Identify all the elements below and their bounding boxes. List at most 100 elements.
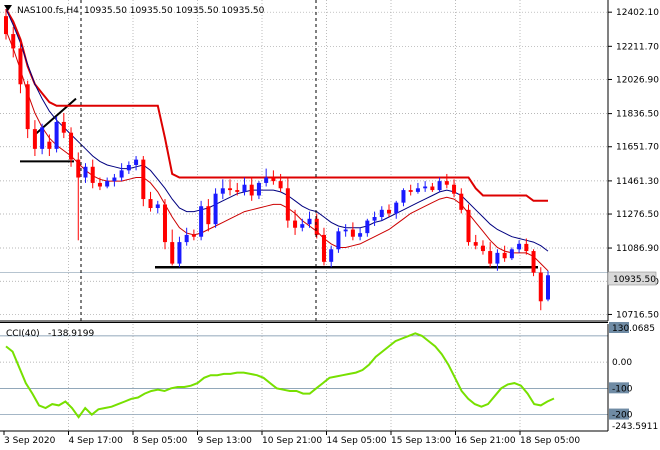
time-tick-label: 9 Sep 13:00 [198, 436, 253, 446]
time-tick-label: 10 Sep 21:00 [262, 436, 322, 446]
time-tick-label: 16 Sep 21:00 [456, 436, 516, 446]
bear-candle [11, 34, 16, 49]
bull-candle [112, 177, 117, 182]
bear-candle [466, 209, 471, 243]
bear-candle [502, 252, 507, 259]
bull-candle [307, 218, 312, 225]
bear-candle [321, 234, 326, 262]
cci-level-tag [609, 322, 629, 333]
bear-candle [430, 186, 435, 191]
bull-candle [401, 190, 406, 203]
bear-candle [524, 243, 529, 252]
ma-slow-line [5, 8, 549, 252]
cci-tick-label: -100 [612, 384, 633, 394]
bear-candle [285, 188, 290, 221]
bear-candle [228, 188, 233, 191]
bull-candle [242, 184, 247, 192]
bear-candle [162, 204, 167, 243]
bull-candle [220, 188, 225, 194]
cci-tick-label: 130.0685 [612, 324, 655, 334]
time-tick-label: 8 Sep 05:00 [133, 436, 188, 446]
cci-tick-label: -200 [612, 411, 633, 421]
bear-candle [47, 141, 52, 149]
cci-tick-label: -243.5911 [612, 422, 658, 432]
bull-candle [83, 166, 88, 178]
bull-candle [336, 231, 341, 250]
bull-candle [437, 181, 442, 191]
ohlc-label: 10935.50 10935.50 10935.50 10935.50 [84, 6, 265, 16]
price-tick-label: 11086.90 [616, 244, 659, 254]
bear-candle [538, 272, 543, 302]
cci-line [5, 332, 555, 419]
cci-level-tag [609, 408, 629, 420]
bear-candle [97, 182, 102, 187]
bull-candle [256, 182, 261, 196]
symbol-label: NAS100.fs,H4 [17, 6, 79, 16]
bear-candle [271, 177, 276, 182]
bear-candle [459, 193, 464, 210]
cci-panel[interactable] [0, 324, 608, 431]
bull-candle [394, 202, 399, 214]
bear-candle [473, 242, 478, 246]
candles [4, 8, 550, 311]
bear-candle [61, 121, 66, 133]
bull-candle [155, 204, 160, 209]
stop-line-path [5, 8, 548, 202]
bear-candle [452, 184, 457, 194]
bull-candle [134, 159, 139, 165]
bear-candle [206, 206, 211, 225]
bull-candle [365, 220, 370, 234]
bear-candle [314, 218, 319, 235]
cci-tick-label: 0.00 [612, 358, 632, 368]
bear-candle [488, 251, 493, 264]
bear-candle [141, 159, 146, 200]
collapse-triangle-icon[interactable] [4, 5, 12, 11]
bull-candle [126, 164, 131, 171]
price-tick-label: 11461.30 [616, 177, 659, 187]
current-price-tag: 10935.50 [607, 271, 657, 286]
bear-candle [191, 234, 196, 237]
cci-level-tag [609, 382, 629, 394]
bear-candle [25, 84, 30, 130]
bull-candle [199, 206, 204, 237]
bear-candle [69, 132, 74, 160]
bull-candle [358, 233, 363, 237]
cci-value: -138.9199 [48, 329, 94, 339]
bear-candle [90, 166, 95, 183]
bear-candle [148, 199, 153, 209]
bear-candle [249, 184, 254, 196]
cci-label: CCI(40) [6, 329, 40, 339]
bull-candle [184, 234, 189, 243]
bull-candle [423, 186, 428, 189]
support-lines [0, 97, 608, 273]
bear-candle [170, 242, 175, 264]
bear-candle [531, 251, 536, 273]
bull-candle [509, 249, 514, 259]
bear-candle [444, 181, 449, 185]
bull-candle [546, 275, 550, 300]
bear-candle [350, 229, 355, 237]
bull-candle [372, 216, 377, 221]
bull-candle [415, 188, 420, 192]
bear-candle [76, 159, 81, 178]
bull-candle [264, 177, 269, 183]
ma-fast-line [5, 30, 549, 272]
price-tick-label: 10716.50 [616, 310, 659, 320]
price-tick-label: 12211.70 [616, 42, 659, 52]
bull-candle [119, 170, 124, 178]
bull-candle [105, 181, 110, 187]
price-tick-label: 11276.50 [616, 210, 659, 220]
moving-average-lines [5, 8, 549, 272]
price-tick-label: 11836.50 [616, 110, 659, 120]
time-tick-label: 4 Sep 17:00 [69, 436, 124, 446]
time-axis: 3 Sep 2020 4 Sep 17:00 8 Sep 05:00 9 Sep 13… [3, 431, 580, 446]
bear-candle [387, 209, 392, 214]
price-tick-label: 11651.70 [616, 143, 659, 153]
bull-candle [343, 229, 348, 232]
bull-candle [300, 224, 305, 228]
cci-axis: 130.0685 0.00 -100 -200-243.5911 [609, 322, 658, 432]
bull-candle [54, 121, 59, 149]
time-tick-label: 3 Sep 2020 [4, 436, 56, 446]
bull-candle [379, 209, 384, 217]
